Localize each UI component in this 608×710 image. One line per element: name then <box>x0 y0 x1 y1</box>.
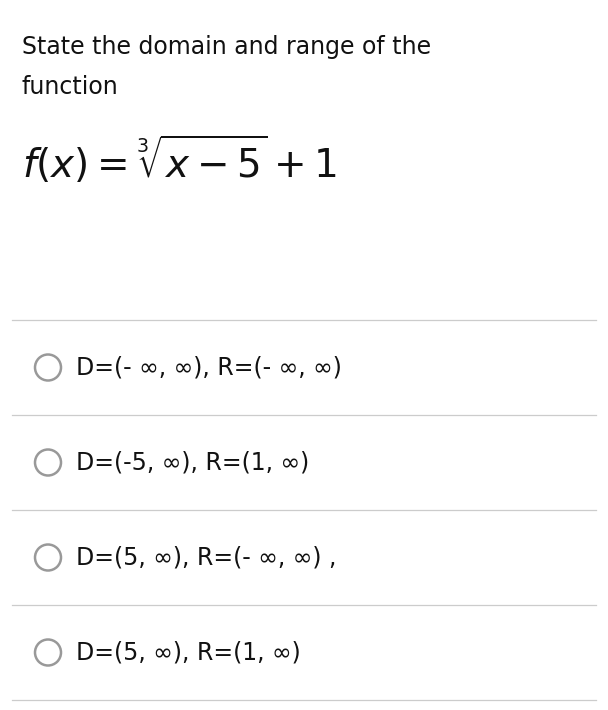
Text: D=(5, ∞), R=(- ∞, ∞) ,: D=(5, ∞), R=(- ∞, ∞) , <box>76 545 336 569</box>
Text: $\it{f}(\it{x}) = \sqrt[3]{\it{x}-5}+1$: $\it{f}(\it{x}) = \sqrt[3]{\it{x}-5}+1$ <box>22 133 337 186</box>
Text: D=(- ∞, ∞), R=(- ∞, ∞): D=(- ∞, ∞), R=(- ∞, ∞) <box>76 356 342 380</box>
Text: State the domain and range of the: State the domain and range of the <box>22 35 431 59</box>
Text: D=(-5, ∞), R=(1, ∞): D=(-5, ∞), R=(1, ∞) <box>76 451 309 474</box>
Text: function: function <box>22 75 119 99</box>
Text: D=(5, ∞), R=(1, ∞): D=(5, ∞), R=(1, ∞) <box>76 640 301 665</box>
